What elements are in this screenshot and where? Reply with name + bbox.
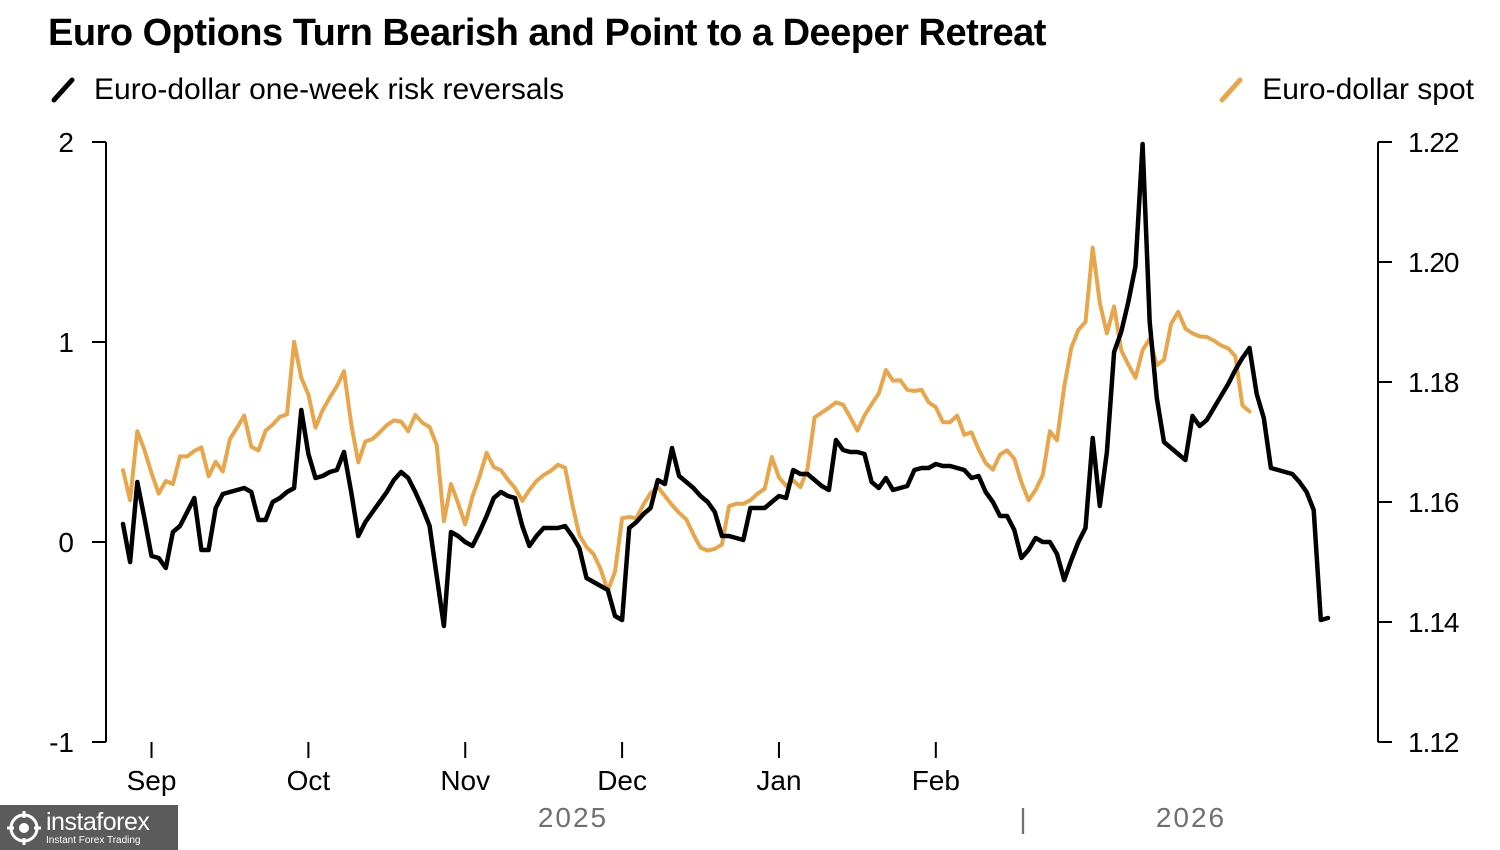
instaforex-logo-icon	[7, 810, 41, 845]
x-axis-tick-label: Oct	[287, 765, 331, 796]
legend-risk-reversals: Euro-dollar one-week risk reversals	[48, 72, 564, 108]
x-axis-tick-label: Feb	[912, 765, 960, 796]
legend-label: Euro-dollar spot	[1262, 73, 1474, 106]
axis-labels: -1 0 1 2 1.12 1.14 1.16 1.18 1.20 1.22 Sep Oct Nov De…	[49, 127, 1460, 834]
x-axis-tick-label: Dec	[597, 765, 647, 796]
right-axis-tick-label: 1.18	[1408, 367, 1459, 398]
legend-line-icon	[51, 77, 75, 103]
year-label: 2025	[538, 802, 608, 833]
left-axis-tick-label: -1	[49, 727, 74, 758]
year-separator: |	[1019, 803, 1026, 834]
right-axis-tick-label: 1.12	[1408, 727, 1459, 758]
left-axis-tick-label: 0	[58, 527, 74, 558]
legend-spot: Euro-dollar spot	[1216, 72, 1474, 108]
legend-line-icon	[1219, 77, 1243, 103]
axes	[92, 141, 1392, 758]
right-axis-tick-label: 1.20	[1408, 247, 1459, 278]
right-axis-tick-label: 1.14	[1408, 607, 1459, 638]
x-axis-tick-label: Nov	[440, 765, 490, 796]
left-axis-tick-label: 1	[58, 327, 74, 358]
spot-series-line	[121, 245, 1252, 593]
chart-title: Euro Options Turn Bearish and Point to a…	[48, 12, 1046, 54]
x-axis-tick-label: Jan	[756, 765, 801, 796]
year-label: 2026	[1156, 802, 1226, 833]
instaforex-watermark: instaforex Instant Forex Trading	[0, 805, 178, 850]
right-axis-tick-label: 1.22	[1408, 127, 1459, 158]
series-lines	[120, 141, 1331, 629]
right-axis-tick-label: 1.16	[1408, 487, 1459, 518]
legend-label: Euro-dollar one-week risk reversals	[94, 73, 565, 106]
risk-reversals-series-line	[120, 141, 1331, 629]
left-axis-tick-label: 2	[58, 127, 74, 158]
x-axis-tick-label: Sep	[127, 765, 177, 796]
